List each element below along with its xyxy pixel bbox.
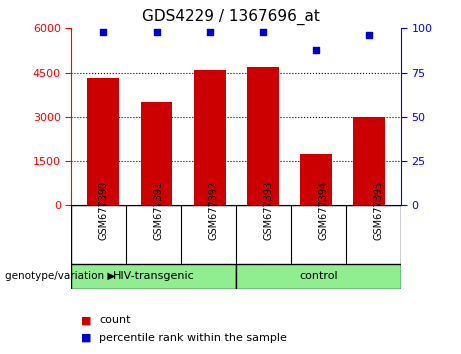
Point (366, 33, 373, 38)
Bar (88, 79, 119, 205)
Text: GSM677393: GSM677393 (264, 181, 274, 240)
Point (100, 29, 107, 35)
Text: GSM677395: GSM677395 (373, 181, 384, 240)
Point (312, 47, 319, 52)
Bar (300, 154, 332, 205)
Bar (353, 117, 385, 205)
Text: ■: ■ (81, 315, 91, 325)
Text: HIV-transgenic: HIV-transgenic (113, 271, 195, 281)
Bar (247, 67, 279, 205)
Point (153, 29, 160, 35)
Text: GSM677394: GSM677394 (319, 181, 329, 240)
Text: GDS4229 / 1367696_at: GDS4229 / 1367696_at (142, 9, 319, 25)
Point (206, 29, 213, 35)
Text: GSM677392: GSM677392 (209, 181, 219, 240)
Text: GSM677390: GSM677390 (99, 181, 109, 240)
Text: control: control (299, 271, 338, 281)
Text: percentile rank within the sample: percentile rank within the sample (99, 333, 287, 343)
Bar (236, 264, 401, 289)
Point (259, 29, 266, 35)
Bar (71, 264, 236, 289)
Text: ■: ■ (81, 333, 91, 343)
Bar (194, 70, 225, 205)
Text: genotype/variation ▶: genotype/variation ▶ (5, 271, 115, 281)
Text: GSM677391: GSM677391 (154, 181, 164, 240)
Bar (141, 102, 172, 205)
Text: count: count (99, 315, 130, 325)
